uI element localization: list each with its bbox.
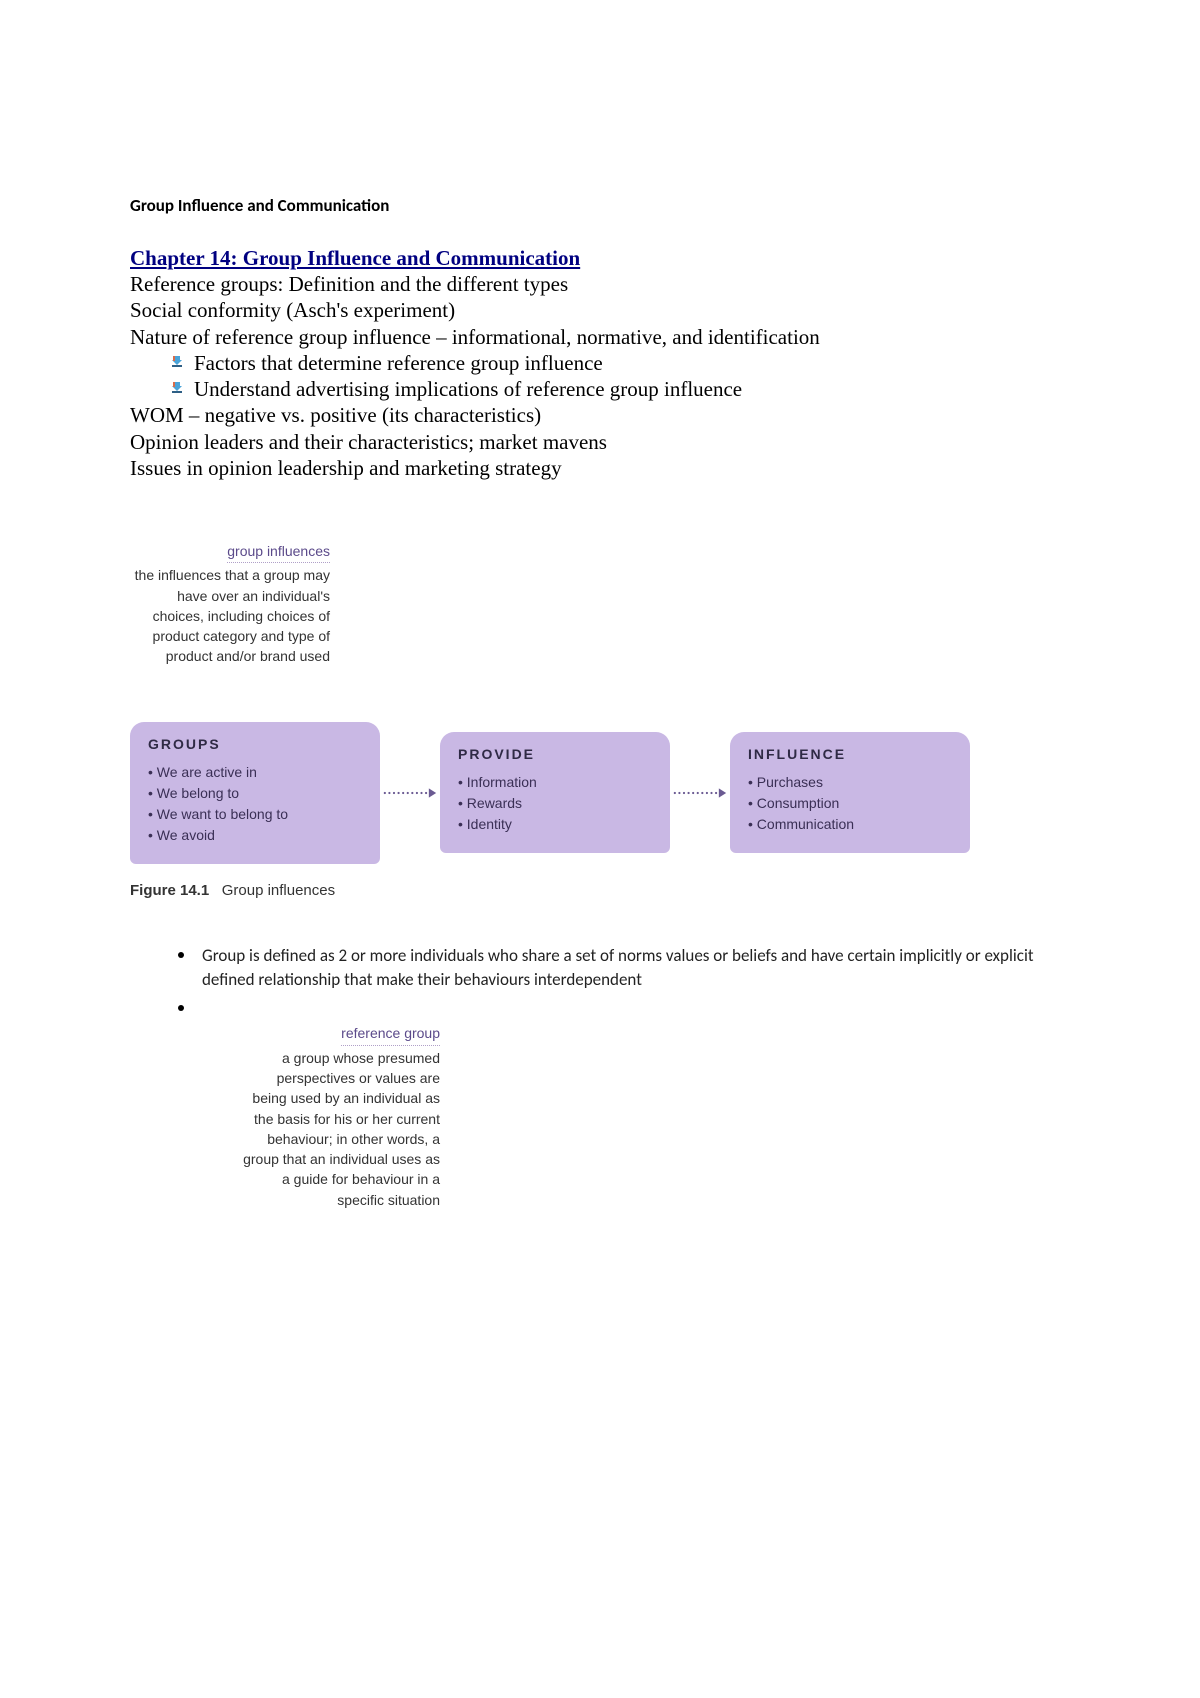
download-icon — [170, 380, 184, 394]
body-bullets: Group is defined as 2 or more individual… — [130, 944, 1070, 1012]
outline-subitem: Factors that determine reference group i… — [170, 350, 1070, 376]
card-list: We are active in We belong to We want to… — [148, 762, 362, 846]
outline-line: Nature of reference group influence – in… — [130, 324, 1070, 350]
card-list: Purchases Consumption Communication — [748, 772, 952, 835]
card-list: Information Rewards Identity — [458, 772, 652, 835]
definition-term: reference group — [341, 1023, 440, 1045]
chapter-heading: Chapter 14: Group Influence and Communic… — [130, 246, 1070, 271]
card-list-item: We want to belong to — [148, 804, 362, 825]
document-title: Group Influence and Communication — [130, 195, 1070, 216]
definition-sidebar-reference-group: reference group a group whose presumed p… — [240, 1023, 440, 1210]
bullet-icon — [178, 952, 184, 958]
arrow-icon — [383, 783, 438, 803]
card-title: INFLUENCE — [748, 746, 952, 762]
bullet-item: Group is defined as 2 or more individual… — [178, 944, 1070, 992]
outline-block: Reference groups: Definition and the dif… — [130, 271, 1070, 481]
chapter-section: Chapter 14: Group Influence and Communic… — [130, 246, 1070, 481]
figure-group-influences: GROUPS We are active in We belong to We … — [130, 722, 970, 864]
card-title: PROVIDE — [458, 746, 652, 762]
definition-sidebar-group-influences: group influences the influences that a g… — [130, 541, 330, 667]
card-title: GROUPS — [148, 736, 362, 752]
card-list-item: Communication — [748, 814, 952, 835]
card-list-item: Information — [458, 772, 652, 793]
card-list-item: Rewards — [458, 793, 652, 814]
card-list-item: Identity — [458, 814, 652, 835]
figure-label: Figure 14.1 — [130, 882, 209, 899]
definition-body: the influences that a group may have ove… — [135, 567, 330, 664]
outline-subitem: Understand advertising implications of r… — [170, 376, 1070, 402]
card-list-item: We are active in — [148, 762, 362, 783]
bullet-icon — [178, 1005, 184, 1011]
outline-line: WOM – negative vs. positive (its charact… — [130, 402, 1070, 428]
download-icon — [170, 354, 184, 368]
figure-caption: Figure 14.1 Group influences — [130, 882, 1070, 899]
outline-line: Social conformity (Asch's experiment) — [130, 297, 1070, 323]
page-body: Group Influence and Communication Chapte… — [0, 0, 1200, 1270]
card-list-item: Consumption — [748, 793, 952, 814]
definition-body: a group whose presumed perspectives or v… — [243, 1050, 440, 1208]
figure-card-influence: INFLUENCE Purchases Consumption Communic… — [730, 732, 970, 853]
arrow-icon — [673, 783, 728, 803]
outline-line: Reference groups: Definition and the dif… — [130, 271, 1070, 297]
definition-term: group influences — [227, 541, 330, 563]
outline-sublist: Factors that determine reference group i… — [130, 350, 1070, 403]
figure-caption-text: Group influences — [222, 882, 335, 899]
bullet-item-empty — [178, 997, 1070, 1011]
card-list-item: We avoid — [148, 825, 362, 846]
outline-subitem-text: Factors that determine reference group i… — [194, 350, 603, 376]
figure-card-groups: GROUPS We are active in We belong to We … — [130, 722, 380, 864]
outline-line: Opinion leaders and their characteristic… — [130, 429, 1070, 455]
card-list-item: Purchases — [748, 772, 952, 793]
bullet-text: Group is defined as 2 or more individual… — [202, 944, 1070, 992]
card-list-item: We belong to — [148, 783, 362, 804]
outline-line: Issues in opinion leadership and marketi… — [130, 455, 1070, 481]
outline-subitem-text: Understand advertising implications of r… — [194, 376, 742, 402]
figure-card-provide: PROVIDE Information Rewards Identity — [440, 732, 670, 853]
